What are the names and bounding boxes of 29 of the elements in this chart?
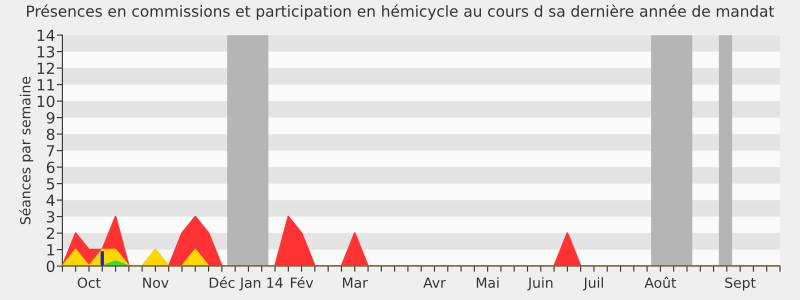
y-axis-title: Séances par semaine (19, 76, 34, 224)
y-tick-label: 2 (46, 228, 54, 239)
y-tick-label: 9 (46, 112, 54, 124)
x-tick-label: Mai (476, 277, 499, 288)
y-tick-label: 7 (46, 145, 54, 156)
y-tick-label: 13 (38, 46, 54, 58)
y-tick-label: 5 (46, 178, 54, 190)
x-tick-label: Nov (143, 278, 169, 288)
y-tick-label: 12 (38, 62, 54, 74)
x-tick-label: Jan 14 (239, 278, 283, 291)
y-tick-label: 4 (46, 194, 55, 206)
y-tick-label: 10 (38, 96, 54, 108)
y-tick-label: 6 (46, 162, 54, 174)
x-tick-label: Juil (582, 277, 603, 291)
x-tick-label: Avr (423, 278, 446, 288)
x-tick-label: Août (644, 276, 676, 288)
y-tick-label: 8 (46, 128, 54, 140)
y-tick-label: 11 (38, 79, 54, 90)
y-tick-label: 14 (38, 30, 55, 41)
x-tick-label: Juin (527, 277, 552, 291)
y-tick-label: 0 (46, 260, 54, 272)
x-tick-label: Mar (343, 278, 368, 288)
x-tick-label: Oct (78, 277, 101, 288)
chart-title: Présences en commissions et participation en hémicycle au cours d sa dernière année de mandat (27, 4, 774, 20)
x-tick-label: Fév (290, 276, 314, 288)
x-tick-label: Déc (210, 276, 234, 288)
x-tick-label: Sept (725, 277, 756, 291)
y-tick-label: 3 (46, 211, 54, 223)
y-tick-label: 1 (47, 244, 54, 256)
